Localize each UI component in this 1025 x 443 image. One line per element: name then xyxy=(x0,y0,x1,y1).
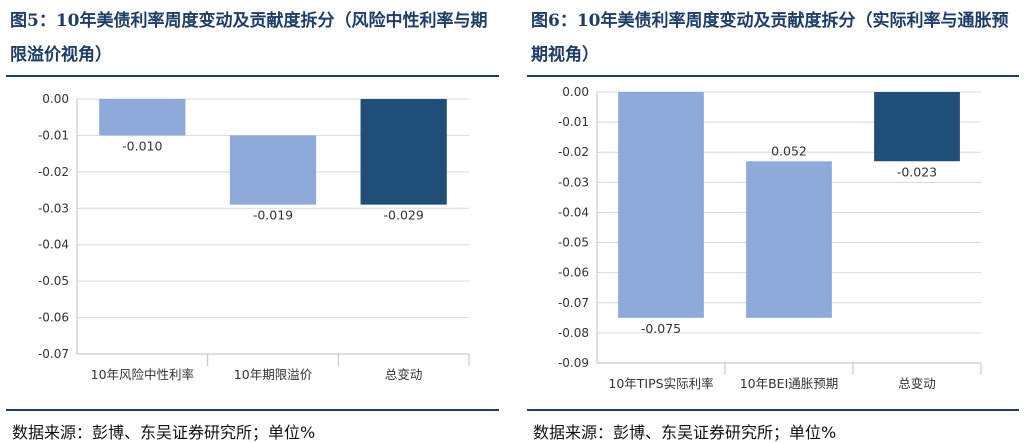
bar xyxy=(874,92,960,162)
bar xyxy=(746,161,832,318)
y-tick-label: -0.03 xyxy=(38,201,69,215)
x-category-label: 10年TIPS实际利率 xyxy=(608,376,713,391)
data-label: -0.075 xyxy=(641,321,681,336)
footer-rule xyxy=(6,409,499,411)
y-tick-label: -0.02 xyxy=(558,145,589,159)
y-tick-label: -0.07 xyxy=(38,347,69,361)
y-tick-label: -0.05 xyxy=(38,274,69,288)
chart-title: 图5：10年美债利率周度变动及贡献度拆分（风险中性利率与期限溢价视角） xyxy=(10,11,488,65)
source-note: 数据来源：彭博、东吴证券研究所；单位% xyxy=(12,423,316,442)
y-tick-label: -0.06 xyxy=(558,266,589,280)
x-category-label: 10年期限溢价 xyxy=(234,367,313,382)
title-rule xyxy=(527,75,1019,77)
y-tick-label: -0.07 xyxy=(558,296,589,310)
y-tick-label: -0.08 xyxy=(558,326,589,340)
source-note: 数据来源：彭博、东吴证券研究所；单位% xyxy=(533,423,837,442)
data-label: -0.023 xyxy=(897,164,937,179)
y-tick-label: -0.05 xyxy=(558,236,589,250)
y-tick-label: 0.00 xyxy=(562,85,589,99)
title-rule xyxy=(6,75,499,77)
y-tick-label: -0.04 xyxy=(558,205,589,219)
x-category-label: 10年风险中性利率 xyxy=(91,367,194,382)
chart-panel-left: 图5：10年美债利率周度变动及贡献度拆分（风险中性利率与期限溢价视角） 0.00… xyxy=(0,0,505,443)
chart-title: 图6：10年美债利率周度变动及贡献度拆分（实际利率与通胀预期视角） xyxy=(531,11,1009,65)
chart-plot-area: 0.00 -0.01 -0.02 -0.03 -0.04 -0.05 -0.06 -0.07 -… xyxy=(6,81,499,395)
y-tick-label: -0.03 xyxy=(558,175,589,189)
y-tick-label: -0.09 xyxy=(558,356,589,370)
y-tick-label: -0.02 xyxy=(38,165,69,179)
x-category-label: 总变动 xyxy=(898,376,936,391)
y-tick-label: -0.01 xyxy=(558,115,589,129)
y-tick-label: 0.00 xyxy=(42,92,69,106)
y-tick-label: -0.06 xyxy=(38,311,69,325)
bar xyxy=(229,135,317,205)
data-label: -0.029 xyxy=(384,208,424,223)
bar xyxy=(618,92,704,318)
chart-panel-right: 图6：10年美债利率周度变动及贡献度拆分（实际利率与通胀预期视角） 0.00 -0… xyxy=(521,0,1025,443)
x-category-label: 总变动 xyxy=(385,367,423,382)
bar xyxy=(99,99,186,136)
x-category-label: 10年BEI通胀预期 xyxy=(740,376,839,391)
data-label: 0.052 xyxy=(771,143,807,158)
chart-svg: 0.00 -0.01 -0.02 -0.03 -0.04 -0.05 -0.06 -0.07 -… xyxy=(558,85,982,391)
bar xyxy=(360,99,447,205)
chart-svg: 0.00 -0.01 -0.02 -0.03 -0.04 -0.05 -0.06 -0.07 -… xyxy=(38,92,470,382)
footer-rule xyxy=(527,409,1019,411)
data-label: -0.019 xyxy=(253,208,293,223)
y-tick-label: -0.01 xyxy=(38,128,69,142)
y-tick-label: -0.04 xyxy=(38,238,69,252)
chart-plot-area: 0.00 -0.01 -0.02 -0.03 -0.04 -0.05 -0.06 -0.07 -… xyxy=(527,81,1019,395)
data-label: -0.010 xyxy=(122,138,162,153)
